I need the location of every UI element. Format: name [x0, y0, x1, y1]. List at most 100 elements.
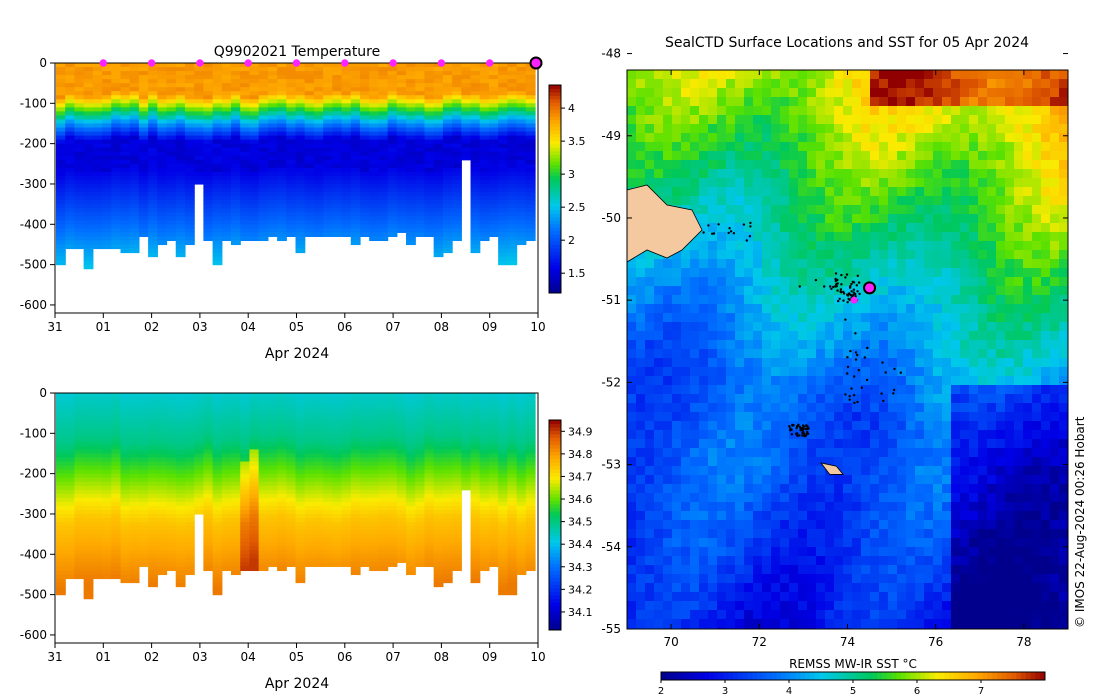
section-cell [507, 441, 518, 447]
x-tick-label: 03 [192, 320, 207, 334]
colorbar-tick-label: 34.7 [568, 470, 593, 483]
section-cell [111, 449, 122, 455]
section-cell [120, 509, 131, 515]
section-cell [231, 143, 241, 149]
section-cell [387, 83, 398, 88]
section-cell [157, 216, 168, 221]
colorbar-swatch [549, 85, 561, 89]
section-cell [369, 401, 379, 406]
section-cell [387, 405, 398, 410]
section-cell [304, 562, 315, 567]
section-cell [166, 489, 177, 495]
section-cell [129, 530, 140, 535]
section-cell [175, 167, 186, 173]
section-cell [525, 501, 536, 507]
section-cell [313, 393, 324, 398]
section-cell [258, 429, 269, 434]
section-cell [387, 562, 398, 567]
section-cell [378, 425, 389, 430]
section-cell [212, 119, 223, 125]
section-cell [396, 465, 407, 471]
section-cell [56, 461, 66, 467]
section-cell [350, 481, 361, 487]
section-cell [433, 248, 444, 254]
section-cell [507, 457, 518, 463]
section-cell [240, 477, 251, 483]
section-cell [304, 509, 315, 515]
section-cell [184, 469, 195, 475]
section-cell [184, 200, 195, 205]
section-cell [231, 554, 241, 559]
section-cell [83, 393, 94, 398]
section-cell [350, 409, 361, 414]
colorbar-swatch [549, 462, 561, 466]
section-cell [184, 119, 195, 125]
section-cell [203, 518, 214, 523]
section-cell [203, 67, 214, 72]
section-cell [194, 79, 204, 84]
section-cell [479, 71, 490, 76]
section-cell [83, 493, 94, 499]
section-cell [166, 534, 177, 539]
sst-cell [717, 88, 727, 98]
section-cell [83, 127, 94, 133]
section-cell [231, 183, 241, 189]
section-cell [406, 405, 416, 410]
section-cell [221, 538, 232, 543]
section-cell [249, 473, 260, 479]
section-cell [498, 111, 508, 117]
section-cell [304, 216, 315, 221]
section-cell [212, 425, 223, 430]
section-cell [313, 461, 324, 467]
section-cell [129, 139, 140, 145]
section-cell [83, 264, 94, 270]
section-cell [304, 99, 315, 104]
section-cell [304, 171, 315, 177]
section-cell [138, 204, 149, 209]
section-cell [424, 562, 435, 567]
section-cell [212, 131, 223, 137]
section-cell [507, 538, 518, 543]
section-cell [295, 119, 306, 125]
section-cell [498, 542, 508, 547]
x-tick-label: 04 [241, 320, 256, 334]
section-cell [433, 236, 444, 242]
section-cell [507, 139, 518, 145]
section-cell [267, 83, 278, 88]
section-cell [415, 107, 426, 112]
section-cell [479, 441, 490, 447]
section-cell [433, 196, 444, 201]
section-cell [92, 99, 103, 104]
section-cell [157, 570, 168, 576]
section-cell [184, 481, 195, 487]
section-cell [396, 115, 407, 121]
colorbar-swatch [549, 209, 561, 214]
section-cell [479, 163, 490, 169]
section-cell [157, 518, 168, 523]
section-cell [175, 236, 186, 242]
section-cell [525, 103, 536, 108]
section-cell [56, 256, 66, 262]
section-cell [415, 196, 426, 201]
section-cell [442, 220, 453, 225]
section-cell [184, 91, 195, 96]
section-cell [406, 228, 416, 233]
section-cell [341, 103, 352, 108]
section-cell [92, 445, 103, 451]
section-cell [65, 461, 76, 467]
section-cell [203, 562, 214, 567]
section-cell [406, 554, 416, 559]
section-cell [323, 417, 333, 422]
section-cell [267, 87, 278, 92]
section-cell [341, 465, 352, 471]
section-cell [102, 111, 112, 117]
section-cell [313, 83, 324, 88]
section-cell [332, 95, 343, 100]
section-cell [304, 135, 315, 141]
section-cell [65, 497, 76, 503]
section-cell [267, 71, 278, 76]
sst-cell [915, 79, 925, 89]
section-cell [83, 489, 94, 495]
section-cell [129, 67, 140, 72]
section-cell [286, 477, 297, 483]
